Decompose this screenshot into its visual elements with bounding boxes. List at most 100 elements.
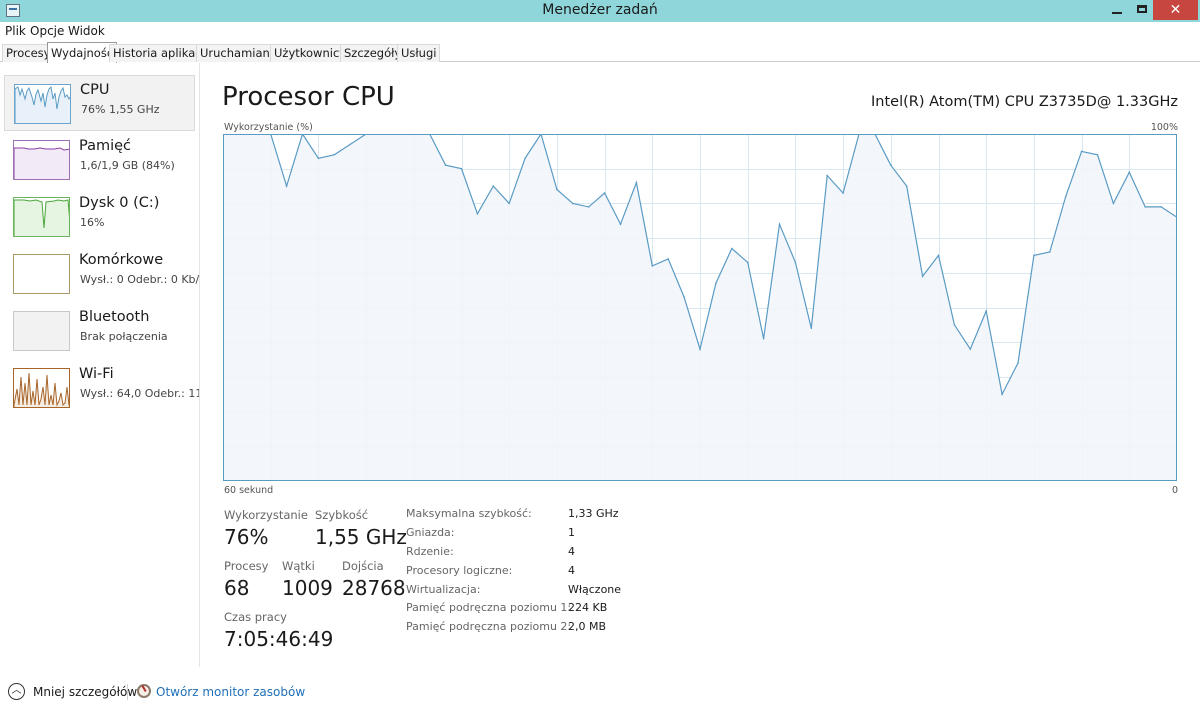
sidebar-item-subtitle: Wysł.: 64,0 Odebr.: 112	[80, 387, 200, 400]
title-bar: Menedżer zadań ✕	[0, 0, 1200, 22]
cpu-sample-point	[1064, 195, 1067, 198]
sidebar-item-memory[interactable]: Pamięć 1,6/1,9 GB (84%)	[4, 132, 195, 188]
spec-value: 4	[568, 564, 575, 577]
menu-options[interactable]: Opcje	[30, 24, 65, 38]
cellular-thumbnail	[13, 254, 70, 294]
minimize-icon	[1112, 12, 1122, 14]
cpu-sample-point	[842, 192, 844, 194]
cpu-sample-point	[1096, 154, 1099, 156]
cpu-sample-point	[921, 275, 924, 278]
chevron-up-icon[interactable]: ︿	[8, 683, 25, 700]
tab-users[interactable]: Użytkownicy	[270, 44, 351, 62]
cpu-sample-point	[1080, 150, 1083, 153]
spec-label: Maksymalna szybkość:	[406, 507, 532, 520]
resource-monitor-icon	[137, 684, 151, 698]
cpu-sample-point	[1144, 206, 1146, 208]
disk-thumbnail-graph	[14, 199, 69, 236]
utilization-label: Wykorzystanie	[224, 508, 308, 522]
cpu-thumbnail	[14, 84, 71, 124]
tab-app-history[interactable]: Historia aplikacji	[109, 44, 212, 62]
sidebar-item-cpu[interactable]: CPU 76% 1,55 GHz	[4, 75, 195, 131]
cpu-sample-point	[1017, 362, 1019, 364]
cpu-sample-point	[794, 261, 797, 264]
cpu-sample-point	[651, 265, 654, 267]
close-icon: ✕	[1169, 2, 1182, 18]
sidebar-item-cellular[interactable]: Komórkowe Wysł.: 0 Odebr.: 0 Kb/s	[4, 246, 199, 302]
memory-thumbnail-graph	[14, 147, 69, 179]
sidebar-item-title: Dysk 0 (C:)	[79, 195, 160, 211]
cpu-sample-point	[683, 296, 685, 298]
tab-startup[interactable]: Uruchamianie	[196, 44, 285, 62]
minimize-button[interactable]	[1103, 0, 1131, 20]
sidebar-item-disk[interactable]: Dysk 0 (C:) 16%	[4, 189, 195, 245]
cpu-sample-point	[1001, 393, 1003, 396]
window-title: Menedżer zadań	[542, 2, 658, 18]
processes-value: 68	[224, 576, 250, 600]
cpu-sample-point	[317, 157, 320, 160]
close-button[interactable]: ✕	[1153, 0, 1198, 20]
cpu-sample-point	[1033, 254, 1035, 257]
sidebar-item-title: Wi-Fi	[79, 366, 114, 382]
sidebar-item-title: Bluetooth	[79, 309, 150, 325]
cpu-utilization-graph	[223, 134, 1177, 481]
spec-value: 2,0 MB	[568, 620, 607, 633]
restore-icon	[1137, 5, 1147, 13]
speed-value: 1,55 GHz	[315, 525, 407, 549]
menu-file[interactable]: Plik	[5, 24, 26, 38]
bluetooth-thumbnail	[13, 311, 70, 351]
tab-details[interactable]: Szczegóły	[340, 44, 406, 62]
cpu-model-name: Intel(R) Atom(TM) CPU Z3735D@ 1.33GHz	[871, 94, 1178, 110]
graph-y-label: Wykorzystanie (%)	[224, 122, 313, 133]
spec-value: 4	[568, 545, 575, 558]
footer-divider	[127, 684, 128, 700]
spec-label: Wirtualizacja:	[406, 583, 481, 596]
tab-services[interactable]: Usługi	[397, 44, 441, 62]
sidebar-item-title: Komórkowe	[79, 252, 164, 268]
sidebar-item-title: CPU	[80, 82, 110, 98]
cpu-sample-point	[953, 324, 956, 326]
uptime-value: 7:05:46:49	[224, 627, 334, 651]
cpu-sample-point	[349, 143, 351, 146]
cpu-sample-point	[1112, 202, 1115, 205]
cpu-sample-point	[556, 188, 558, 191]
cpu-sample-point	[508, 202, 511, 205]
open-resource-monitor-link[interactable]: Otwórz monitor zasobów	[156, 685, 306, 699]
cpu-sample-point	[826, 174, 828, 177]
fewer-details-button[interactable]: Mniej szczegółów	[33, 685, 138, 699]
cpu-sample-point	[905, 185, 908, 187]
tab-performance[interactable]: Wydajność	[47, 42, 118, 63]
disk-thumbnail	[13, 197, 70, 237]
cpu-sample-point	[460, 167, 463, 170]
footer-bar: ︿ Mniej szczegółów Otwórz monitor zasobó…	[0, 680, 1200, 706]
spec-label: Rdzenie:	[406, 545, 454, 558]
graph-x-right-label: 0	[1171, 485, 1178, 496]
resource-sidebar: CPU 76% 1,55 GHz Pamięć 1,6/1,9 GB (84%)…	[0, 63, 200, 667]
spec-value: Włączone	[568, 583, 622, 596]
spec-value: 224 KB	[568, 601, 608, 614]
memory-thumbnail	[13, 140, 70, 180]
cpu-sample-point	[746, 261, 749, 264]
cpu-sample-point	[492, 185, 495, 187]
tab-bar: Procesy Wydajność Historia aplikacji Uru…	[0, 42, 1200, 63]
sidebar-item-subtitle: 16%	[80, 216, 105, 229]
cpu-utilization-points	[223, 134, 1177, 396]
page-title: Procesor CPU	[222, 82, 395, 112]
cpu-sample-point	[619, 223, 622, 225]
wifi-thumbnail-graph	[14, 372, 69, 407]
handles-label: Dojścia	[342, 559, 384, 573]
wifi-thumbnail	[13, 368, 70, 408]
sidebar-item-title: Pamięć	[79, 138, 132, 154]
spec-label: Pamięć podręczna poziomu 1:	[406, 601, 572, 614]
cpu-sample-point	[444, 164, 447, 166]
cpu-sample-point	[890, 164, 892, 166]
menu-view[interactable]: Widok	[68, 24, 105, 38]
spec-label: Pamięć podręczna poziomu 2:	[406, 620, 572, 633]
cpu-sample-point	[699, 348, 701, 350]
sidebar-item-bluetooth[interactable]: Bluetooth Brak połączenia	[4, 303, 195, 359]
sidebar-item-subtitle: 76% 1,55 GHz	[81, 103, 160, 116]
cpu-sample-point	[778, 223, 781, 225]
cpu-sample-point	[285, 185, 288, 187]
cpu-sample-point	[635, 181, 638, 184]
sidebar-item-wifi[interactable]: Wi-Fi Wysł.: 64,0 Odebr.: 112	[4, 360, 199, 416]
restore-button[interactable]	[1128, 0, 1156, 20]
